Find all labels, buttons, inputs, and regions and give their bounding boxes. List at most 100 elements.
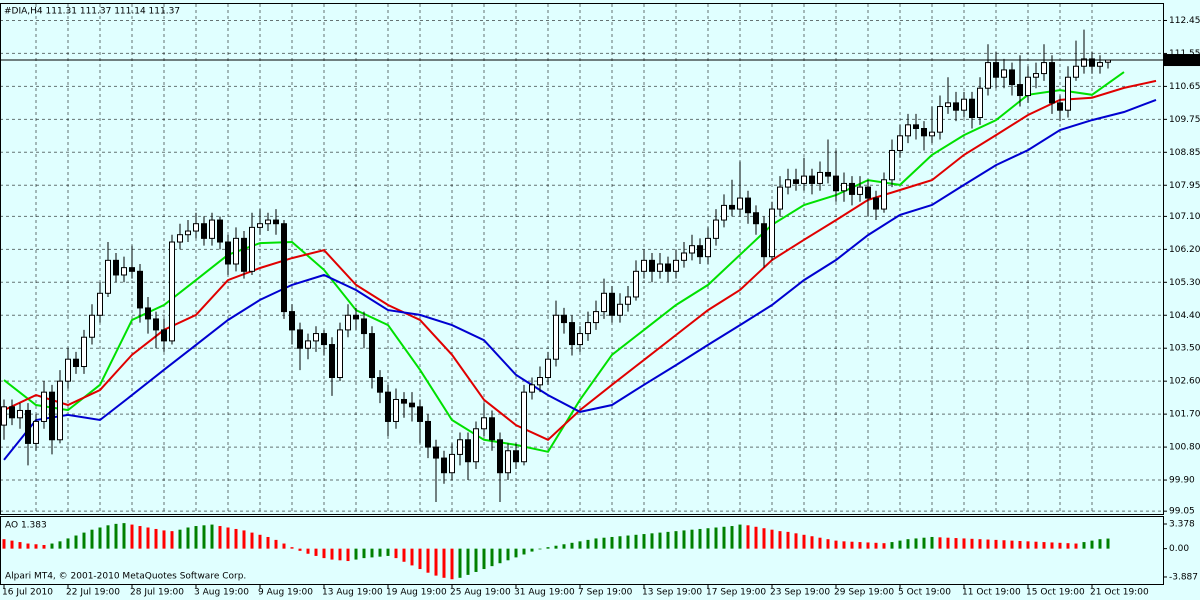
candle-body: [537, 377, 543, 386]
candle-body: [417, 406, 423, 422]
ao-bar: [818, 537, 822, 549]
ao-bar: [162, 530, 166, 549]
ao-bar: [706, 528, 710, 549]
candle-body: [1033, 73, 1039, 78]
ao-bar: [314, 548, 318, 556]
candle-body: [1065, 76, 1071, 111]
candle-body: [249, 226, 255, 272]
ao-bar: [250, 532, 254, 549]
ao-bar: [178, 529, 182, 549]
candle-body: [473, 428, 479, 463]
candle-body: [977, 87, 983, 119]
candle-body: [321, 333, 327, 346]
candle-body: [1017, 84, 1023, 97]
ao-bar: [554, 545, 558, 549]
candle-body: [833, 175, 839, 192]
ao-bar: [962, 538, 966, 549]
candle-body: [297, 329, 303, 349]
candle-body: [969, 98, 975, 119]
ao-bar: [450, 548, 454, 580]
y-tick-label: 0.00: [1169, 544, 1189, 554]
ao-bar: [522, 548, 526, 555]
x-tick-label: 13 Aug 19:00: [322, 588, 383, 598]
x-tick-label: 29 Sep 19:00: [834, 588, 894, 598]
candle-body: [593, 311, 599, 324]
ao-bar: [634, 534, 638, 549]
ao-bar: [890, 542, 894, 549]
candle-body: [393, 398, 399, 422]
ao-bar: [306, 548, 310, 554]
candle-body: [1041, 62, 1047, 75]
ao-bar: [186, 527, 190, 549]
candle-body: [73, 358, 79, 368]
candle-body: [889, 149, 895, 181]
x-tick-label: 25 Aug 19:00: [450, 588, 511, 598]
candle-body: [1001, 69, 1007, 78]
ao-bar: [346, 548, 350, 562]
ao-bar: [986, 539, 990, 549]
ao-bar: [266, 536, 270, 549]
candle-body: [649, 259, 655, 272]
ao-bar: [202, 525, 206, 549]
ao-bar: [970, 538, 974, 549]
ao-bar: [978, 539, 982, 549]
y-tick-label: 105.30: [1169, 278, 1200, 288]
candle-body: [897, 135, 903, 151]
ao-bar: [386, 548, 390, 556]
candle-body: [281, 223, 287, 313]
candle-body: [921, 128, 927, 137]
x-tick-label: 15 Oct 19:00: [1026, 588, 1085, 598]
ao-bar: [290, 547, 294, 549]
candle-body: [97, 292, 103, 316]
candle-body: [1057, 102, 1063, 111]
candle-body: [545, 358, 551, 379]
x-tick-label: 19 Aug 19:00: [386, 588, 447, 598]
x-tick-label: 21 Oct 19:00: [1090, 588, 1149, 598]
candle-body: [289, 311, 295, 331]
ao-bar: [874, 542, 878, 549]
candle-body: [433, 446, 439, 459]
ao-bar: [562, 544, 566, 549]
candle-body: [865, 186, 871, 199]
candle-body: [137, 270, 143, 309]
y-tick-label: 104.40: [1169, 311, 1200, 321]
candle-body: [825, 171, 831, 177]
ao-bar: [426, 548, 430, 573]
candle-body: [721, 204, 727, 221]
x-tick-label: 28 Jul 19:00: [130, 588, 184, 598]
candle-body: [17, 409, 23, 419]
ao-bar: [586, 539, 590, 549]
ao-bar: [1074, 543, 1078, 549]
candle-body: [857, 186, 863, 195]
candle-body: [561, 314, 567, 324]
x-tick-label: 23 Sep 19:00: [770, 588, 830, 598]
ao-bar: [858, 542, 862, 549]
ao-bar: [730, 526, 734, 549]
ao-bar: [602, 537, 606, 549]
ao-bar: [618, 536, 622, 549]
ao-bar: [26, 543, 30, 549]
ao-bar: [506, 548, 510, 561]
candle-body: [369, 333, 375, 379]
ao-bar: [458, 548, 462, 578]
candle-body: [505, 450, 511, 474]
ao-bar: [578, 541, 582, 549]
candle-body: [497, 439, 503, 474]
candle-body: [849, 182, 855, 195]
x-tick-label: 9 Aug 19:00: [258, 588, 313, 598]
x-tick-label: 7 Sep 19:00: [578, 588, 633, 598]
y-tick-label: 101.70: [1169, 410, 1200, 420]
candle-body: [273, 219, 279, 225]
candle-body: [241, 237, 247, 272]
ao-bar: [666, 531, 670, 549]
candle-body: [329, 344, 335, 379]
candle-body: [793, 179, 799, 184]
ao-bar: [738, 524, 742, 549]
ao-bar: [1018, 540, 1022, 549]
y-tick-label: 3.378: [1169, 520, 1195, 530]
ao-bar: [754, 526, 758, 549]
ao-bar: [482, 548, 486, 570]
ao-bar: [650, 533, 654, 549]
